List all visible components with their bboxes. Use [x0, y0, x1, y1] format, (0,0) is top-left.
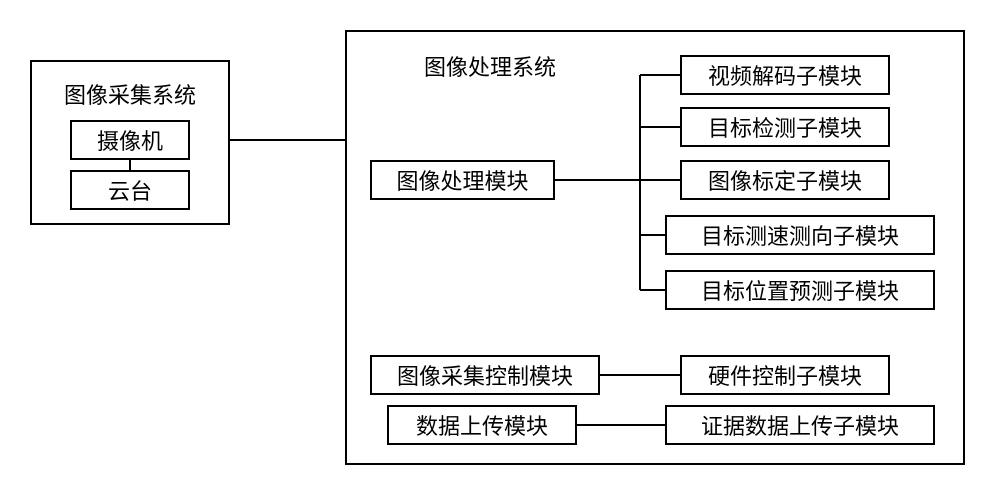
left-system-title: 图像采集系统 [50, 78, 210, 108]
submodule-target-detection: 目标检测子模块 [680, 107, 890, 147]
submodule-video-decode: 视频解码子模块 [680, 55, 890, 95]
camera-box: 摄像机 [70, 120, 190, 160]
submodule-speed-direction: 目标测速测向子模块 [665, 215, 935, 255]
submodule-position-prediction: 目标位置预测子模块 [665, 270, 935, 310]
submodule-image-calibration: 图像标定子模块 [680, 160, 890, 200]
module-data-upload: 数据上传模块 [387, 405, 577, 445]
submodule-evidence-upload: 证据数据上传子模块 [665, 405, 935, 445]
submodule-hardware-control: 硬件控制子模块 [680, 355, 890, 395]
right-system-title: 图像处理系统 [400, 50, 580, 80]
module-acquisition-control: 图像采集控制模块 [370, 355, 600, 395]
ptz-box: 云台 [70, 170, 190, 210]
module-image-processing: 图像处理模块 [370, 160, 555, 200]
